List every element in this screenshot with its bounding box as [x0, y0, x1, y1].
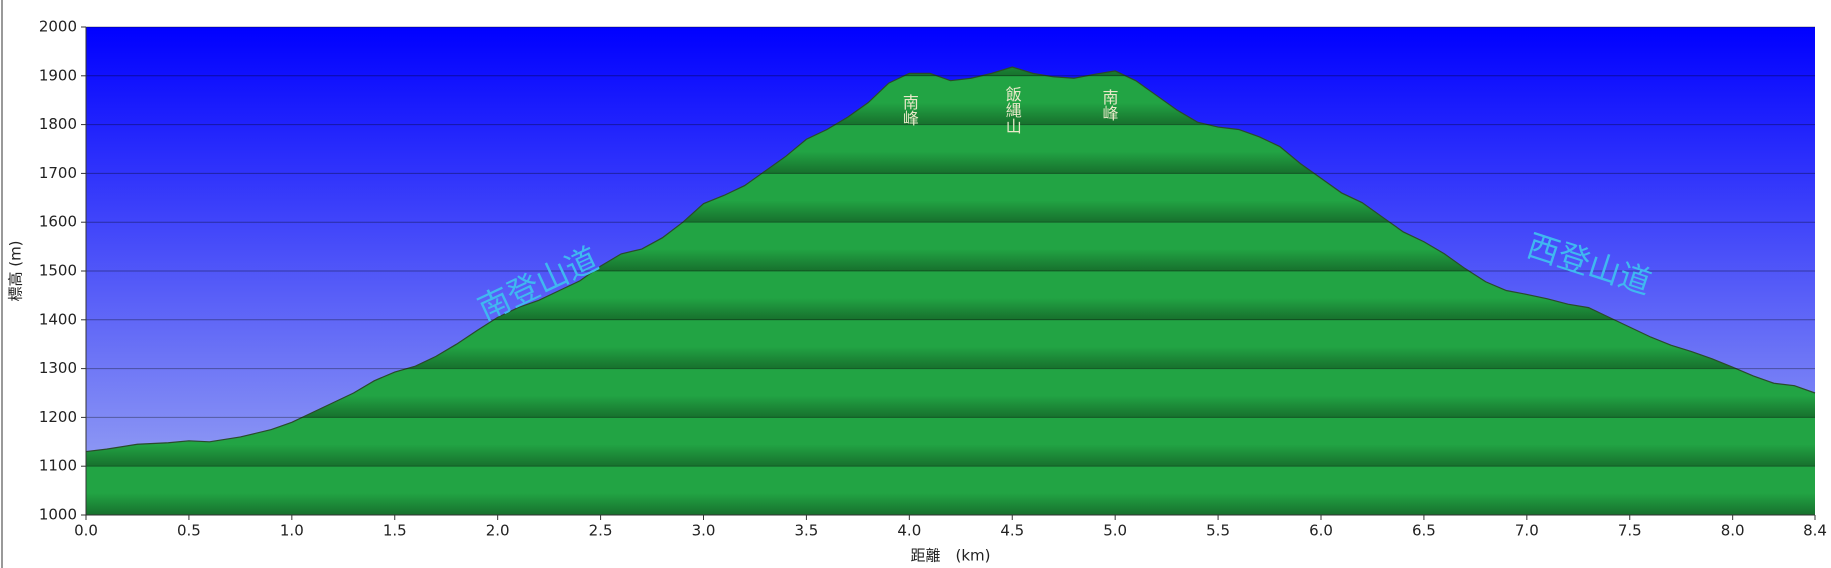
- x-tick-label: 5.5: [1206, 522, 1230, 540]
- y-tick-label: 1600: [39, 213, 77, 231]
- y-tick-label: 1000: [39, 506, 77, 524]
- x-tick-label: 6.0: [1309, 522, 1333, 540]
- x-tick-label: 8.4: [1803, 522, 1827, 540]
- x-tick-label: 0.0: [74, 522, 98, 540]
- y-tick-label: 2000: [39, 18, 77, 36]
- annotation: 飯縄山: [1003, 86, 1022, 134]
- y-tick-label: 1200: [39, 408, 77, 426]
- x-axis-title: 距離 (km): [910, 547, 990, 565]
- y-tick-label: 1300: [39, 359, 77, 377]
- y-tick-label: 1800: [39, 115, 77, 133]
- y-tick-label: 1500: [39, 262, 77, 280]
- y-tick-label: 1100: [39, 457, 77, 475]
- y-axis-title: 標高 (m): [7, 240, 25, 301]
- annotation: 南峰: [1099, 89, 1118, 121]
- x-tick-label: 7.5: [1618, 522, 1642, 540]
- x-tick-label: 5.0: [1103, 522, 1127, 540]
- y-tick-label: 1700: [39, 164, 77, 182]
- x-tick-label: 3.5: [794, 522, 818, 540]
- x-tick-label: 2.0: [486, 522, 510, 540]
- x-tick-label: 8.0: [1721, 522, 1745, 540]
- x-tick-label: 0.5: [177, 522, 201, 540]
- elevation-line: [85, 66, 1816, 453]
- y-tick-label: 1400: [39, 310, 77, 328]
- x-tick-label: 1.5: [383, 522, 407, 540]
- x-tick-label: 3.0: [692, 522, 716, 540]
- x-tick-label: 7.0: [1515, 522, 1539, 540]
- x-tick-label: 4.5: [1000, 522, 1024, 540]
- elevation-area: [86, 67, 1815, 516]
- x-tick-label: 1.0: [280, 522, 304, 540]
- y-tick-label: 1900: [39, 66, 77, 84]
- x-tick-label: 6.5: [1412, 522, 1436, 540]
- x-tick-label: 2.5: [589, 522, 613, 540]
- x-tick-label: 4.0: [897, 522, 921, 540]
- annotation: 南峰: [900, 94, 919, 126]
